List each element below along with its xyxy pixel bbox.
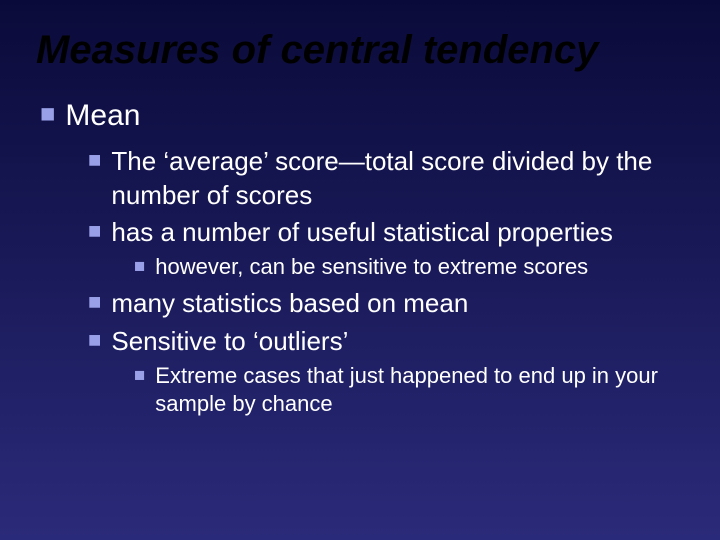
square-bullet-icon: ■ (88, 145, 101, 175)
bullet-level2: ■ has a number of useful statistical pro… (30, 216, 690, 249)
bullet-text: The ‘average’ score—total score divided … (111, 145, 690, 212)
bullet-text: Sensitive to ‘outliers’ (111, 325, 348, 358)
bullet-level3: ■ Extreme cases that just happened to en… (30, 362, 690, 418)
bullet-text: Extreme cases that just happened to end … (155, 362, 690, 418)
square-bullet-icon: ■ (40, 97, 55, 131)
square-bullet-icon: ■ (134, 362, 145, 387)
bullet-level2: ■ Sensitive to ‘outliers’ (30, 325, 690, 358)
square-bullet-icon: ■ (88, 287, 101, 317)
bullet-level1: ■ Mean (30, 97, 690, 135)
square-bullet-icon: ■ (88, 216, 101, 246)
slide-title: Measures of central tendency (0, 0, 720, 87)
bullet-level2: ■ many statistics based on mean (30, 287, 690, 320)
bullet-text: Mean (65, 97, 140, 135)
bullet-text: however, can be sensitive to extreme sco… (155, 253, 588, 281)
bullet-text: has a number of useful statistical prope… (111, 216, 612, 249)
bullet-level3: ■ however, can be sensitive to extreme s… (30, 253, 690, 281)
slide-body: ■ Mean ■ The ‘average’ score—total score… (0, 87, 720, 418)
square-bullet-icon: ■ (88, 325, 101, 355)
bullet-level2: ■ The ‘average’ score—total score divide… (30, 145, 690, 212)
square-bullet-icon: ■ (134, 253, 145, 278)
bullet-text: many statistics based on mean (111, 287, 468, 320)
